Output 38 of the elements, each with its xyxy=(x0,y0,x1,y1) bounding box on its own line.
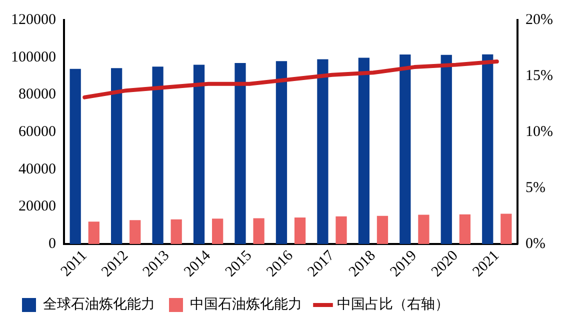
y-tick-label: 20000 xyxy=(18,198,56,215)
bar xyxy=(440,54,452,244)
bar xyxy=(170,219,182,244)
y-tick-label: 0 xyxy=(48,236,56,252)
y2-tick-label: 15% xyxy=(526,68,554,84)
legend-label: 全球石油炼化能力 xyxy=(43,296,155,313)
bar xyxy=(88,222,100,244)
y-tick-label: 60000 xyxy=(18,124,56,140)
bar xyxy=(459,214,471,244)
y-tick-label: 100000 xyxy=(11,49,56,66)
bar xyxy=(418,214,430,244)
bar xyxy=(111,68,122,244)
y-tick-label: 120000 xyxy=(11,12,56,28)
legend-label: 中国石油炼化能力 xyxy=(190,296,302,313)
y2-tick-label: 20% xyxy=(526,12,554,28)
y-tick-label: 80000 xyxy=(18,86,56,103)
x-tick-label: 2011 xyxy=(58,248,90,280)
bar xyxy=(317,59,328,244)
bar xyxy=(70,68,81,244)
bar xyxy=(130,220,141,244)
bar xyxy=(294,218,306,244)
bar xyxy=(500,214,512,244)
y2-tick-label: 0% xyxy=(526,236,546,252)
bar xyxy=(276,61,288,244)
y2-tick-label: 5% xyxy=(526,180,546,196)
bar xyxy=(234,62,246,244)
bar xyxy=(482,54,494,244)
bar xyxy=(212,218,224,244)
bar xyxy=(193,64,205,244)
y-tick-label: 40000 xyxy=(18,161,56,178)
bar xyxy=(376,216,388,244)
y2-tick-label: 10% xyxy=(526,124,554,140)
bar xyxy=(358,58,370,244)
bar xyxy=(400,54,411,244)
bar xyxy=(152,66,164,244)
bar xyxy=(253,218,264,244)
bar xyxy=(336,216,347,244)
legend-label: 中国占比（右轴） xyxy=(337,296,449,313)
